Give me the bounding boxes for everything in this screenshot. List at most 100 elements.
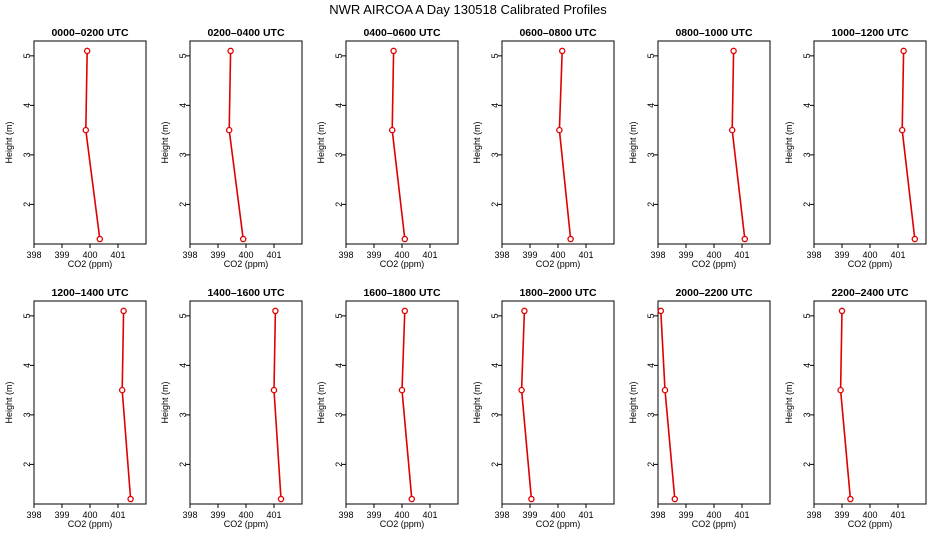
plot-frame xyxy=(813,40,927,245)
y-tick-label: 2 xyxy=(178,202,188,207)
panel-2: 0400–0600 UTC 398 399 400 401 2 3 4 5 CO2 (ppm) He… xyxy=(316,27,459,269)
y-tick-label: 3 xyxy=(178,412,188,417)
data-point xyxy=(661,386,669,394)
x-tick-label: 400 xyxy=(706,250,721,260)
panel-title: 2200–2400 UTC xyxy=(831,287,908,299)
x-tick-label: 401 xyxy=(422,510,437,520)
y-axis-label: Height (m) xyxy=(316,381,326,423)
x-axis-label: CO2 (ppm) xyxy=(692,519,737,529)
data-point xyxy=(118,386,126,394)
data-point xyxy=(567,235,574,243)
x-tick-label: 401 xyxy=(422,250,437,260)
x-tick-label: 401 xyxy=(578,510,593,520)
profile-line xyxy=(901,50,916,240)
x-tick-label: 400 xyxy=(394,510,409,520)
plot-frame xyxy=(33,40,147,245)
y-tick-label: 2 xyxy=(22,202,32,207)
y-axis-label: Height (m) xyxy=(472,121,482,163)
y-tick-label: 4 xyxy=(178,363,188,368)
plot-frame xyxy=(501,300,615,505)
y-axis-label: Height (m) xyxy=(4,121,14,163)
y-tick-label: 3 xyxy=(490,412,500,417)
data-point xyxy=(272,307,279,315)
x-tick-label: 398 xyxy=(494,510,509,520)
x-tick-label: 399 xyxy=(210,510,225,520)
x-tick-label: 399 xyxy=(834,250,849,260)
x-axis-label: CO2 (ppm) xyxy=(68,519,113,529)
x-tick-label: 400 xyxy=(706,510,721,520)
data-point xyxy=(837,386,844,394)
x-tick-label: 401 xyxy=(110,250,125,260)
y-axis-label: Height (m) xyxy=(784,381,794,423)
y-tick-label: 4 xyxy=(334,363,344,368)
y-tick-label: 5 xyxy=(802,313,812,318)
profile-line xyxy=(558,50,572,240)
y-axis-label: Height (m) xyxy=(628,121,638,163)
x-axis-label: CO2 (ppm) xyxy=(224,519,269,529)
y-axis-label: Height (m) xyxy=(316,121,326,163)
x-tick-label: 401 xyxy=(890,510,905,520)
x-tick-label: 401 xyxy=(890,250,905,260)
y-tick-label: 4 xyxy=(646,363,656,368)
panel-title: 2000–2200 UTC xyxy=(675,287,752,299)
data-point xyxy=(225,126,233,134)
x-tick-label: 400 xyxy=(550,250,565,260)
x-tick-label: 398 xyxy=(806,510,821,520)
panel-9: 1800–2000 UTC 398 399 400 401 2 3 4 5 CO2 (ppm) He… xyxy=(472,287,615,529)
panel-title: 1200–1400 UTC xyxy=(51,287,128,299)
y-tick-label: 2 xyxy=(334,462,344,467)
x-tick-label: 399 xyxy=(366,250,381,260)
panel-title: 0000–0200 UTC xyxy=(51,27,128,39)
x-tick-label: 398 xyxy=(26,510,41,520)
y-axis-label: Height (m) xyxy=(628,381,638,423)
x-tick-label: 398 xyxy=(338,510,353,520)
data-point xyxy=(82,126,90,134)
data-point xyxy=(388,126,396,134)
x-tick-label: 400 xyxy=(82,250,97,260)
plot-frame xyxy=(657,300,771,505)
x-axis-label: CO2 (ppm) xyxy=(380,519,425,529)
panel-1: 0200–0400 UTC 398 399 400 401 2 3 4 5 CO2 (ppm) He… xyxy=(160,27,303,269)
profile-line xyxy=(401,310,413,500)
y-tick-label: 5 xyxy=(490,313,500,318)
x-tick-label: 399 xyxy=(678,250,693,260)
y-tick-label: 4 xyxy=(490,363,500,368)
x-tick-label: 398 xyxy=(26,250,41,260)
y-tick-label: 4 xyxy=(178,103,188,108)
y-tick-label: 5 xyxy=(802,53,812,58)
profile-line xyxy=(228,50,244,240)
x-tick-label: 400 xyxy=(238,510,253,520)
x-tick-label: 401 xyxy=(578,250,593,260)
x-tick-label: 399 xyxy=(54,510,69,520)
plot-frame xyxy=(657,40,771,245)
y-tick-label: 4 xyxy=(22,103,32,108)
y-axis-label: Height (m) xyxy=(472,381,482,423)
y-axis-label: Height (m) xyxy=(784,121,794,163)
panel-10: 2000–2200 UTC 398 399 400 401 2 3 4 5 CO2 (ppm) He… xyxy=(628,287,771,529)
y-tick-label: 3 xyxy=(802,412,812,417)
x-tick-label: 401 xyxy=(734,250,749,260)
data-point xyxy=(127,495,134,503)
x-axis-label: CO2 (ppm) xyxy=(848,519,893,529)
x-tick-label: 398 xyxy=(650,510,665,520)
data-point xyxy=(518,386,525,394)
data-point xyxy=(277,495,285,503)
data-point xyxy=(96,235,104,243)
data-point xyxy=(741,235,749,243)
y-tick-label: 3 xyxy=(178,152,188,157)
y-tick-label: 4 xyxy=(490,103,500,108)
x-tick-label: 399 xyxy=(210,250,225,260)
data-point xyxy=(398,386,406,394)
data-point xyxy=(657,307,665,315)
data-point xyxy=(270,386,278,394)
y-tick-label: 3 xyxy=(334,152,344,157)
x-tick-label: 401 xyxy=(266,250,281,260)
y-tick-label: 3 xyxy=(334,412,344,417)
y-tick-label: 2 xyxy=(646,462,656,467)
x-tick-label: 400 xyxy=(862,510,877,520)
plot-frame xyxy=(189,40,303,245)
data-point xyxy=(528,495,535,503)
y-tick-label: 2 xyxy=(646,202,656,207)
data-point xyxy=(911,235,919,243)
